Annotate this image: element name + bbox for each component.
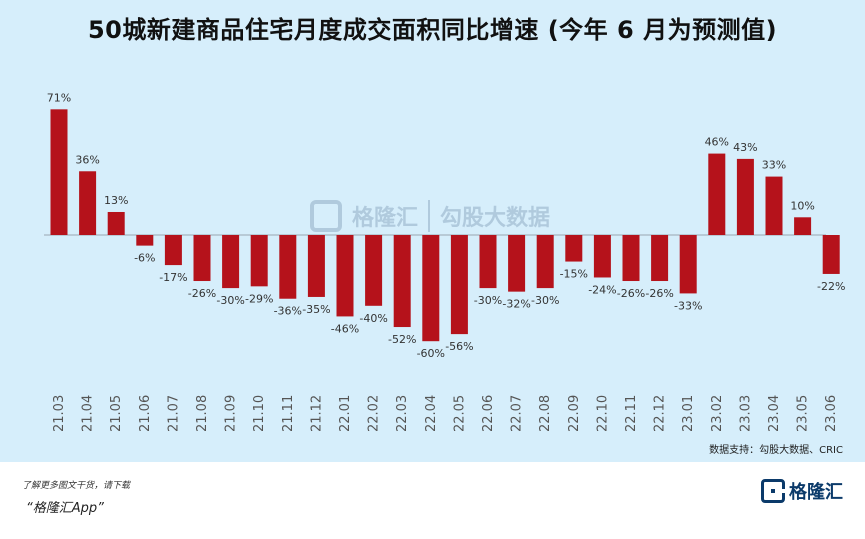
x-tick-21.08: 21.08 (195, 395, 210, 432)
bar-chart: 71% 21.03 36% 21.04 13% 21.05 -6% 21.06 -17% 21.0… (44, 91, 845, 432)
data-label-23.01: -33% (674, 299, 702, 312)
bar-22.06 (479, 235, 497, 289)
x-tick-23.04: 23.04 (767, 395, 782, 432)
x-tick-23.06: 23.06 (824, 395, 839, 432)
x-tick-23.01: 23.01 (681, 395, 696, 432)
bar-21.04 (79, 171, 97, 235)
data-label-22.11: -26% (617, 287, 645, 300)
x-tick-22.10: 22.10 (595, 395, 610, 432)
x-tick-21.06: 21.06 (138, 395, 153, 432)
x-tick-21.07: 21.07 (166, 395, 181, 432)
x-tick-22.04: 22.04 (424, 395, 439, 432)
data-label-22.05: -56% (445, 340, 473, 353)
bar-21.03 (50, 109, 68, 235)
bar-23.04 (765, 176, 783, 235)
x-tick-23.03: 23.03 (738, 395, 753, 432)
bar-22.04 (422, 235, 440, 342)
watermark-partner: 勾股大数据 (428, 200, 550, 232)
bar-22.08 (536, 235, 554, 289)
bar-22.11 (622, 235, 640, 282)
bar-23.05 (794, 217, 812, 235)
data-label-22.12: -26% (645, 287, 673, 300)
x-tick-22.07: 22.07 (510, 395, 525, 432)
bar-22.07 (508, 235, 526, 292)
logo-icon (761, 479, 785, 503)
chart-title: 50城新建商品住宅月度成交面积同比增速 (今年 6 月为预测值) (87, 16, 778, 44)
x-tick-22.11: 22.11 (624, 395, 639, 432)
data-label-21.10: -29% (245, 292, 273, 305)
data-label-22.10: -24% (588, 283, 616, 296)
data-label-23.03: 43% (733, 141, 757, 154)
brand-logo: 格隆汇 (761, 478, 843, 504)
bar-22.01 (336, 235, 354, 317)
x-tick-22.08: 22.08 (538, 395, 553, 432)
x-tick-22.03: 22.03 (395, 395, 410, 432)
x-tick-22.09: 22.09 (567, 395, 582, 432)
x-tick-22.12: 22.12 (653, 395, 668, 432)
watermark-brand: 格隆汇 (352, 206, 419, 231)
data-label-21.06: -6% (134, 252, 155, 265)
data-source: 数据支持：勾股大数据、CRIC (709, 445, 843, 456)
data-label-23.02: 46% (705, 136, 729, 149)
bar-23.03 (736, 158, 754, 235)
bar-23.02 (708, 153, 726, 235)
bar-21.08 (193, 235, 211, 282)
data-label-21.12: -35% (302, 303, 330, 316)
logo-text: 格隆汇 (789, 482, 843, 503)
x-tick-23.02: 23.02 (710, 395, 725, 432)
bar-22.10 (593, 235, 611, 278)
bar-21.12 (307, 235, 325, 297)
bar-22.05 (450, 235, 468, 335)
data-label-21.03: 71% (47, 91, 71, 104)
data-label-22.01: -46% (331, 322, 359, 335)
data-label-21.07: -17% (159, 271, 187, 284)
data-label-23.04: 33% (762, 159, 786, 172)
x-tick-22.01: 22.01 (338, 395, 353, 432)
bar-23.06 (822, 235, 840, 274)
footer-app-name: “格隆汇App” (26, 501, 104, 516)
x-tick-21.09: 21.09 (224, 395, 239, 432)
x-tick-21.03: 21.03 (52, 395, 67, 432)
watermark: 格隆汇 勾股大数据 (310, 200, 550, 232)
x-tick-21.04: 21.04 (81, 395, 96, 432)
data-label-22.07: -32% (502, 298, 530, 311)
bar-21.05 (107, 211, 125, 235)
x-tick-21.05: 21.05 (109, 395, 124, 432)
data-label-22.09: -15% (560, 268, 588, 281)
bar-22.12 (651, 235, 669, 282)
x-tick-21.11: 21.11 (281, 395, 296, 432)
data-label-21.04: 36% (75, 153, 99, 166)
data-label-21.05: 13% (104, 194, 128, 207)
bar-22.02 (365, 235, 383, 306)
data-label-22.04: -60% (417, 347, 445, 360)
bar-21.09 (222, 235, 240, 289)
bar-21.10 (250, 235, 268, 287)
watermark-logo-icon (310, 200, 342, 232)
footer-note: 了解更多图文干货，请下载 (22, 481, 131, 491)
data-label-21.08: -26% (188, 287, 216, 300)
x-tick-22.05: 22.05 (452, 395, 467, 432)
x-tick-22.02: 22.02 (367, 395, 382, 432)
bar-21.06 (136, 235, 154, 246)
data-label-22.08: -30% (531, 294, 559, 307)
data-label-22.02: -40% (359, 312, 387, 325)
x-tick-21.12: 21.12 (309, 395, 324, 432)
bar-22.09 (565, 235, 583, 262)
bar-23.01 (679, 235, 697, 294)
bar-21.11 (279, 235, 297, 299)
bar-21.07 (164, 235, 182, 266)
bar-22.03 (393, 235, 411, 328)
x-tick-23.05: 23.05 (796, 395, 811, 432)
x-tick-22.06: 22.06 (481, 395, 496, 432)
data-label-23.05: 10% (790, 199, 814, 212)
x-tick-21.10: 21.10 (252, 395, 267, 432)
data-label-23.06: -22% (817, 280, 845, 293)
data-label-22.03: -52% (388, 333, 416, 346)
data-label-21.09: -30% (216, 294, 244, 307)
data-label-21.11: -36% (274, 305, 302, 318)
data-label-22.06: -30% (474, 294, 502, 307)
